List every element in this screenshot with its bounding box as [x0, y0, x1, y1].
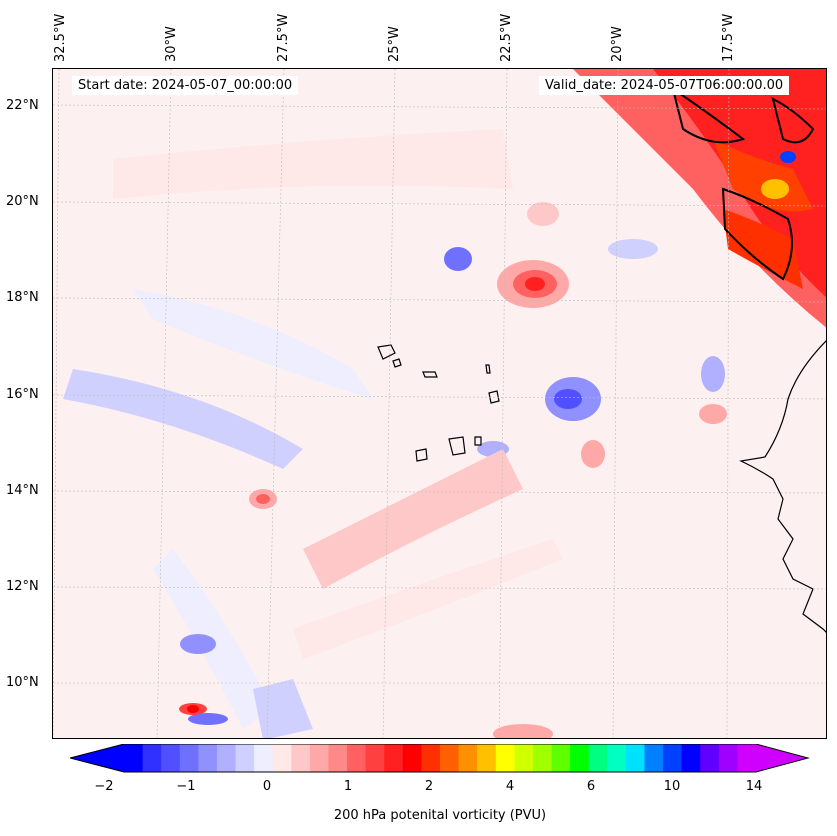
colorbar-tick: 14: [745, 779, 763, 794]
colorbar-swatch: [402, 744, 422, 772]
colorbar-swatch: [440, 744, 460, 772]
colorbar-swatch: [625, 744, 645, 772]
colorbar-label: 200 hPa potenital vorticity (PVU): [333, 808, 547, 823]
lat-label: 14°N: [6, 483, 39, 498]
colorbar-swatch: [161, 744, 181, 772]
colorbar-tick: −2: [94, 779, 114, 794]
colorbar-extend-min: [70, 744, 124, 772]
colorbar-swatch: [458, 744, 478, 772]
lon-label: 32.5°W: [53, 13, 68, 62]
colorbar-swatch: [309, 744, 329, 772]
start-date-label: Start date: 2024-05-07_00:00:00: [72, 76, 299, 95]
colorbar-swatch: [718, 744, 738, 772]
colorbar-outline: [70, 744, 810, 773]
colorbar-swatch: [142, 744, 162, 772]
colorbar-tick: −1: [176, 779, 196, 794]
colorbar-swatch: [235, 744, 255, 772]
lon-label: 25°W: [387, 26, 402, 62]
colorbar-tick: 6: [586, 779, 596, 794]
colorbar-swatch: [272, 744, 292, 772]
colorbar-swatch: [124, 744, 144, 772]
colorbar-tick: 2: [424, 779, 434, 794]
colorbar-swatch: [198, 744, 218, 772]
colorbar-swatch: [254, 744, 274, 772]
colorbar-swatch: [216, 744, 237, 772]
lat-label: 12°N: [6, 579, 39, 594]
lon-label: 22.5°W: [499, 13, 514, 62]
pv-contours: [63, 69, 826, 738]
colorbar-tick: 0: [262, 779, 272, 794]
colorbar-tick: 10: [663, 779, 681, 794]
colorbar-swatch: [384, 744, 404, 772]
colorbar-swatch: [551, 744, 571, 772]
colorbar-swatch: [663, 744, 683, 772]
colorbar-swatch: [737, 744, 757, 772]
pv-field-map: [53, 69, 826, 738]
lon-label: 17.5°W: [721, 13, 736, 62]
colorbar: [70, 744, 810, 773]
graticule: [53, 69, 826, 738]
colorbar-swatch: [495, 744, 515, 772]
colorbar-swatch: [477, 744, 497, 772]
lat-label: 18°N: [6, 290, 39, 305]
lon-label: 27.5°W: [276, 13, 291, 62]
lat-label: 22°N: [6, 98, 39, 113]
colorbar-tick: 4: [505, 779, 515, 794]
colorbar-swatch: [607, 744, 627, 772]
colorbar-swatch: [514, 744, 534, 772]
colorbar-swatch: [347, 744, 367, 772]
lon-label: 20°W: [610, 26, 625, 62]
colorbar-swatch: [644, 744, 664, 772]
colorbar-extend-max: [756, 744, 808, 772]
colorbar-swatch: [365, 744, 385, 772]
colorbar-swatch: [421, 744, 441, 772]
colorbar-swatch: [291, 744, 311, 772]
colorbar-swatch: [532, 744, 553, 772]
lat-label: 16°N: [6, 387, 39, 402]
map-panel: [52, 68, 827, 739]
lon-label: 30°W: [164, 26, 179, 62]
colorbar-swatch: [179, 744, 199, 772]
colorbar-tick: 1: [343, 779, 353, 794]
lat-label: 20°N: [6, 194, 39, 209]
colorbar-swatch: [700, 744, 720, 772]
colorbar-swatch: [588, 744, 608, 772]
valid-date-label: Valid_date: 2024-05-07T06:00:00.00: [539, 76, 790, 95]
lat-label: 10°N: [6, 675, 39, 690]
colorbar-swatch: [681, 744, 701, 772]
colorbar-swatch: [570, 744, 590, 772]
colorbar-swatch: [328, 744, 348, 772]
